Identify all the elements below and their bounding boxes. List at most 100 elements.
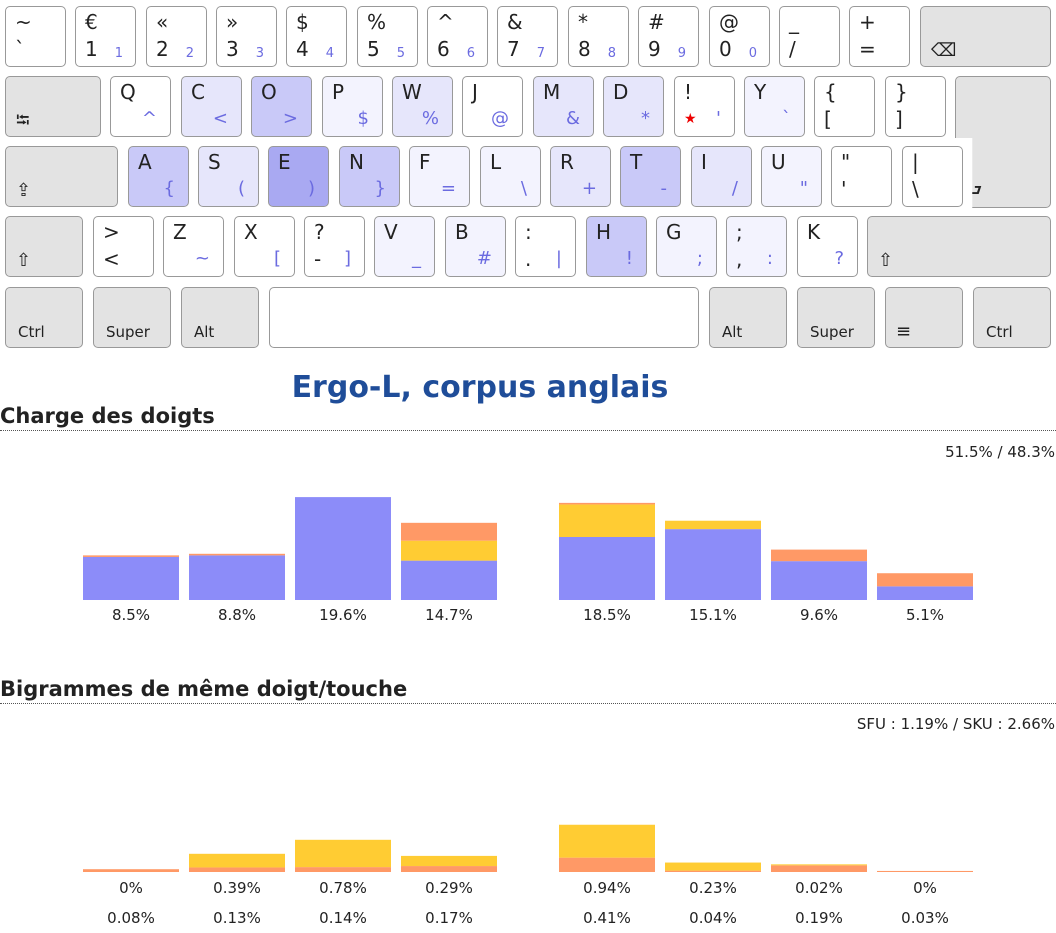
key-sub-char: -	[314, 247, 322, 271]
key-main-char: D	[613, 80, 629, 104]
load-value-label: 14.7%	[425, 606, 473, 624]
key-sub-char: 6	[437, 37, 450, 61]
key-S[interactable]: S(	[198, 146, 259, 207]
key-:[interactable]: :. |	[515, 216, 576, 277]
key-main-char: X	[244, 220, 258, 244]
tab-key[interactable]: ⭾	[5, 76, 101, 137]
key-Y[interactable]: Y `	[744, 76, 805, 137]
key-T[interactable]: T-	[620, 146, 681, 207]
key-#[interactable]: #9 9	[638, 6, 699, 67]
menu-key[interactable]: ≡	[885, 287, 963, 348]
key-J[interactable]: J @	[462, 76, 523, 137]
key->[interactable]: > <	[93, 216, 154, 277]
key-main-char: >	[103, 220, 120, 244]
key-main-char: !	[684, 80, 693, 104]
key-L[interactable]: L \	[480, 146, 541, 207]
load-bar-segment	[665, 520, 761, 530]
key-main-char: @	[719, 10, 739, 34]
key-;[interactable]: ;,:	[726, 216, 787, 277]
key-I[interactable]: I /	[691, 146, 752, 207]
key-altgr-char: '	[716, 108, 721, 129]
section-title-bigrams: Bigrammes de même doigt/touche	[0, 677, 408, 701]
left-ctrl-key[interactable]: Ctrl	[5, 287, 83, 348]
key-K[interactable]: K?	[797, 216, 858, 277]
key-A[interactable]: A{	[128, 146, 189, 207]
section-divider	[0, 430, 1056, 431]
space-key[interactable]	[269, 287, 699, 348]
key-|[interactable]: | \	[902, 146, 963, 207]
key-«[interactable]: « 2 2	[146, 6, 207, 67]
key-altgr-char: &	[565, 108, 580, 129]
backspace-key[interactable]: ⌫	[920, 6, 1051, 67]
key-€[interactable]: €1 1	[75, 6, 136, 67]
key-^[interactable]: ^ 6 6	[427, 6, 488, 67]
key-?[interactable]: ? -]	[304, 216, 365, 277]
key-label: Ctrl	[18, 323, 45, 341]
load-bar-segment	[559, 502, 655, 505]
key-%[interactable]: % 5 5	[357, 6, 418, 67]
right-ctrl-key[interactable]: Ctrl	[973, 287, 1051, 348]
key-altgr-char: 4	[325, 46, 334, 61]
key-sub-char: =	[859, 37, 876, 61]
load-bar-segment	[189, 555, 285, 600]
bigram-bar-segment	[401, 855, 497, 867]
sfu-value-label: 0%	[913, 879, 937, 897]
right-alt-key[interactable]: Alt	[709, 287, 787, 348]
key-~[interactable]: ~ `	[5, 6, 66, 67]
key-![interactable]: ! ' ★	[674, 76, 735, 137]
key-main-char: V	[384, 220, 398, 244]
left-shift-key[interactable]: ⇧	[5, 216, 83, 277]
key-+[interactable]: + =	[849, 6, 910, 67]
load-bar-segment	[83, 555, 179, 557]
key-M[interactable]: M &	[533, 76, 594, 137]
key-main-char: |	[912, 150, 919, 174]
key-D[interactable]: D *	[603, 76, 664, 137]
key-@[interactable]: @0 0	[709, 6, 770, 67]
bigrams-summary: SFU : 1.19% / SKU : 2.66%	[856, 715, 1055, 733]
bigram-bar-segment	[877, 870, 973, 872]
key-R[interactable]: R +	[550, 146, 611, 207]
right-super-key[interactable]: Super	[797, 287, 875, 348]
key-{[interactable]: {[	[814, 76, 875, 137]
load-summary: 51.5% / 48.3%	[945, 443, 1055, 461]
key-label: Ctrl	[986, 323, 1013, 341]
key-P[interactable]: P $	[322, 76, 383, 137]
key-altgr-char: 7	[536, 46, 545, 61]
key-C[interactable]: C <	[181, 76, 242, 137]
key-N[interactable]: N}	[339, 146, 400, 207]
key-O[interactable]: O >	[251, 76, 312, 137]
key-B[interactable]: B #	[445, 216, 506, 277]
key-X[interactable]: X[	[234, 216, 295, 277]
key-main-char: Z	[173, 220, 187, 244]
key-main-char: %	[367, 10, 387, 34]
key-U[interactable]: U "	[761, 146, 822, 207]
menu-icon: ≡	[896, 321, 912, 342]
key-H[interactable]: H!	[586, 216, 647, 277]
key-Q[interactable]: Q ^	[110, 76, 171, 137]
key-E[interactable]: E)	[268, 146, 329, 207]
key-altgr-char: !	[625, 248, 633, 269]
load-value-label: 15.1%	[689, 606, 737, 624]
right-shift-key[interactable]: ⇧	[867, 216, 1051, 277]
key-_[interactable]: _ /	[779, 6, 840, 67]
key-$[interactable]: $4 4	[286, 6, 347, 67]
key-"[interactable]: " '	[831, 146, 892, 207]
load-bar-segment	[83, 556, 179, 600]
key-»[interactable]: » 3 3	[216, 6, 277, 67]
enter-key[interactable]: ⮐	[955, 76, 1051, 208]
left-super-key[interactable]: Super	[93, 287, 171, 348]
key-*[interactable]: * 8 8	[568, 6, 629, 67]
key-F[interactable]: F =	[409, 146, 470, 207]
key-sub-char: [	[824, 107, 832, 131]
key-V[interactable]: V _	[374, 216, 435, 277]
key-}[interactable]: }]	[885, 76, 946, 137]
key-altgr-char: 3	[255, 46, 264, 61]
key-main-char: «	[156, 10, 169, 34]
left-alt-key[interactable]: Alt	[181, 287, 259, 348]
key-G[interactable]: G;	[656, 216, 717, 277]
key-&[interactable]: & 7 7	[497, 6, 558, 67]
caps-lock-key[interactable]: ⇪	[5, 146, 118, 207]
key-main-char: H	[596, 220, 612, 244]
key-Z[interactable]: Z ~	[163, 216, 224, 277]
key-W[interactable]: W%	[392, 76, 453, 137]
